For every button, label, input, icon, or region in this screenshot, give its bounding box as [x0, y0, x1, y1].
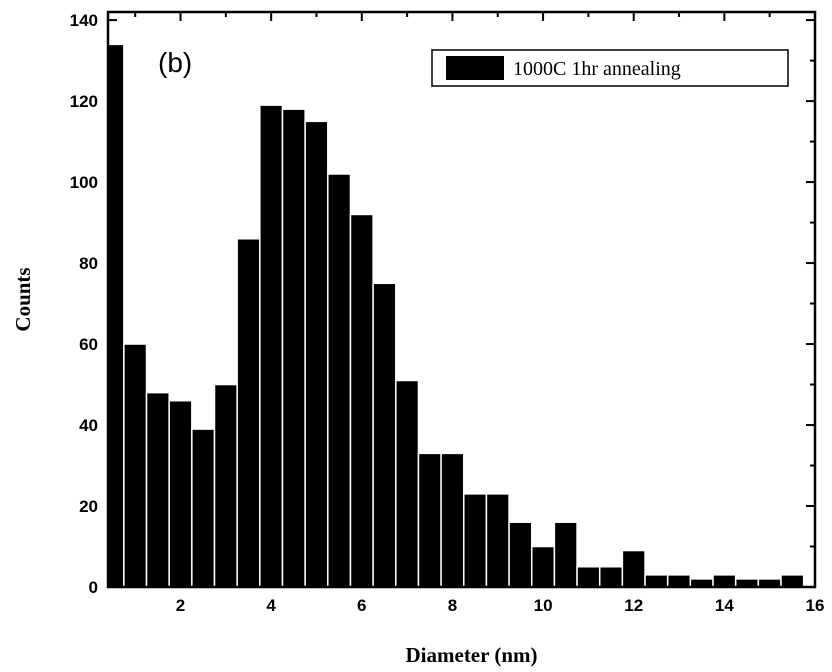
x-tick-label: 14 [715, 596, 734, 615]
y-tick-label: 60 [79, 335, 98, 354]
y-tick-label: 0 [89, 578, 98, 597]
legend-swatch [446, 56, 504, 80]
bar [213, 383, 238, 588]
x-tick-label: 2 [176, 596, 185, 615]
x-tick-label: 6 [357, 596, 366, 615]
legend: 1000C 1hr annealing [431, 49, 789, 87]
bar [123, 343, 148, 588]
bars-layer [107, 43, 805, 588]
bar [395, 379, 420, 588]
y-tick-label: 40 [79, 416, 98, 435]
x-tick-label: 4 [266, 596, 276, 615]
y-tick-label: 100 [70, 173, 98, 192]
x-tick-label: 10 [534, 596, 553, 615]
bar [259, 104, 284, 588]
y-axis-title: Counts [11, 267, 35, 331]
x-tick-label: 12 [624, 596, 643, 615]
tick-labels-layer: 2 4 6 8 10 12 14 16 0 20 40 60 80 100 120 140 [70, 11, 825, 615]
bar [304, 120, 329, 588]
bar [780, 574, 805, 588]
y-tick-label: 120 [70, 92, 98, 111]
legend-series-label: 1000C 1hr annealing [513, 58, 681, 80]
bar [281, 108, 306, 588]
bar [508, 521, 533, 588]
bar [168, 399, 193, 588]
bar [463, 493, 488, 588]
bar [191, 428, 216, 588]
bar [644, 574, 669, 588]
y-tick-label: 80 [79, 254, 98, 273]
x-axis-title: Diameter (nm) [406, 643, 538, 667]
x-tick-label: 16 [806, 596, 825, 615]
bar [485, 493, 510, 588]
bar [440, 452, 465, 588]
plot-frame [106, 10, 817, 589]
bar [327, 173, 352, 588]
bar [349, 213, 374, 588]
x-tick-label: 8 [448, 596, 457, 615]
bar [372, 282, 397, 588]
ticks-layer [108, 12, 816, 588]
bar [417, 452, 442, 588]
bar [598, 566, 624, 588]
y-tick-label: 140 [70, 11, 98, 30]
y-tick-label: 20 [79, 497, 98, 516]
bar [145, 391, 170, 588]
panel-label: (b) [158, 47, 192, 78]
bar [236, 238, 261, 588]
bar [553, 521, 578, 588]
